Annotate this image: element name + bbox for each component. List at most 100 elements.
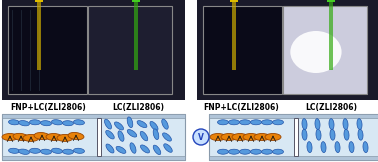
Bar [88, 6, 172, 94]
Bar [37, 0, 40, 70]
Bar [203, 6, 282, 94]
Ellipse shape [240, 120, 251, 125]
Ellipse shape [162, 119, 168, 129]
Ellipse shape [273, 149, 284, 154]
Ellipse shape [51, 120, 62, 125]
Bar [2, 0, 185, 100]
Ellipse shape [302, 129, 307, 140]
Ellipse shape [115, 122, 124, 130]
Bar [209, 156, 378, 160]
Ellipse shape [23, 134, 39, 141]
Bar [209, 114, 378, 118]
Ellipse shape [228, 149, 240, 154]
Bar [2, 114, 185, 118]
Ellipse shape [153, 145, 161, 155]
Bar [327, 0, 335, 2]
Ellipse shape [164, 144, 172, 152]
Ellipse shape [127, 117, 133, 128]
Ellipse shape [127, 130, 137, 137]
Ellipse shape [141, 145, 150, 153]
Ellipse shape [153, 129, 159, 140]
Bar [2, 114, 185, 160]
Text: V: V [198, 133, 204, 141]
Bar [197, 0, 378, 100]
Ellipse shape [34, 133, 50, 140]
Bar [8, 6, 87, 94]
Ellipse shape [344, 129, 349, 140]
Ellipse shape [19, 121, 29, 126]
Text: FNP+LC(ZLI2806): FNP+LC(ZLI2806) [10, 103, 86, 112]
Ellipse shape [217, 149, 228, 154]
Ellipse shape [221, 133, 237, 140]
Ellipse shape [273, 120, 284, 125]
Ellipse shape [29, 120, 40, 125]
Ellipse shape [329, 119, 334, 130]
Ellipse shape [9, 120, 20, 125]
Ellipse shape [62, 121, 73, 126]
Ellipse shape [363, 142, 368, 153]
Text: FNP+LC(ZLI2806): FNP+LC(ZLI2806) [203, 103, 279, 112]
Bar [35, 0, 43, 2]
Ellipse shape [140, 131, 148, 141]
Ellipse shape [265, 133, 281, 140]
Bar [328, 0, 333, 70]
Ellipse shape [62, 149, 73, 154]
Ellipse shape [262, 149, 273, 154]
Ellipse shape [116, 146, 126, 153]
Ellipse shape [210, 133, 226, 140]
Ellipse shape [68, 133, 84, 140]
Ellipse shape [40, 149, 51, 154]
Ellipse shape [74, 120, 84, 125]
Ellipse shape [74, 148, 84, 153]
Bar [293, 118, 297, 156]
Ellipse shape [106, 144, 114, 153]
Ellipse shape [330, 129, 335, 140]
Ellipse shape [118, 131, 124, 141]
Text: LC(ZLI2806): LC(ZLI2806) [112, 103, 164, 112]
Ellipse shape [29, 148, 40, 153]
Ellipse shape [228, 120, 240, 125]
Ellipse shape [46, 133, 62, 140]
Ellipse shape [13, 133, 29, 141]
Bar [132, 0, 139, 2]
Ellipse shape [315, 119, 320, 130]
Ellipse shape [358, 129, 363, 140]
Ellipse shape [40, 121, 51, 126]
Ellipse shape [137, 121, 147, 128]
Ellipse shape [217, 120, 228, 125]
Ellipse shape [254, 133, 270, 140]
Ellipse shape [19, 149, 29, 154]
Ellipse shape [357, 119, 362, 130]
Circle shape [193, 129, 209, 145]
Bar [283, 6, 367, 94]
Ellipse shape [335, 142, 340, 153]
Ellipse shape [130, 143, 136, 153]
Bar [97, 118, 101, 156]
Ellipse shape [240, 149, 251, 154]
Ellipse shape [104, 119, 112, 129]
Ellipse shape [262, 120, 273, 125]
Bar [2, 156, 185, 160]
Ellipse shape [232, 133, 248, 140]
Bar [133, 0, 138, 70]
Ellipse shape [343, 119, 348, 130]
Ellipse shape [251, 120, 262, 125]
Ellipse shape [251, 149, 262, 154]
Ellipse shape [2, 133, 18, 140]
Bar [229, 0, 238, 2]
Ellipse shape [163, 133, 171, 141]
Bar [232, 0, 235, 70]
Ellipse shape [243, 133, 259, 140]
Ellipse shape [302, 119, 307, 130]
Ellipse shape [150, 122, 158, 130]
Text: LC(ZLI2806): LC(ZLI2806) [305, 103, 357, 112]
Ellipse shape [316, 129, 321, 140]
Bar [209, 114, 378, 160]
Ellipse shape [307, 142, 312, 153]
Ellipse shape [321, 142, 326, 153]
Ellipse shape [57, 134, 73, 141]
Ellipse shape [349, 142, 354, 153]
Ellipse shape [106, 130, 114, 139]
Ellipse shape [290, 31, 342, 73]
Ellipse shape [9, 148, 20, 153]
